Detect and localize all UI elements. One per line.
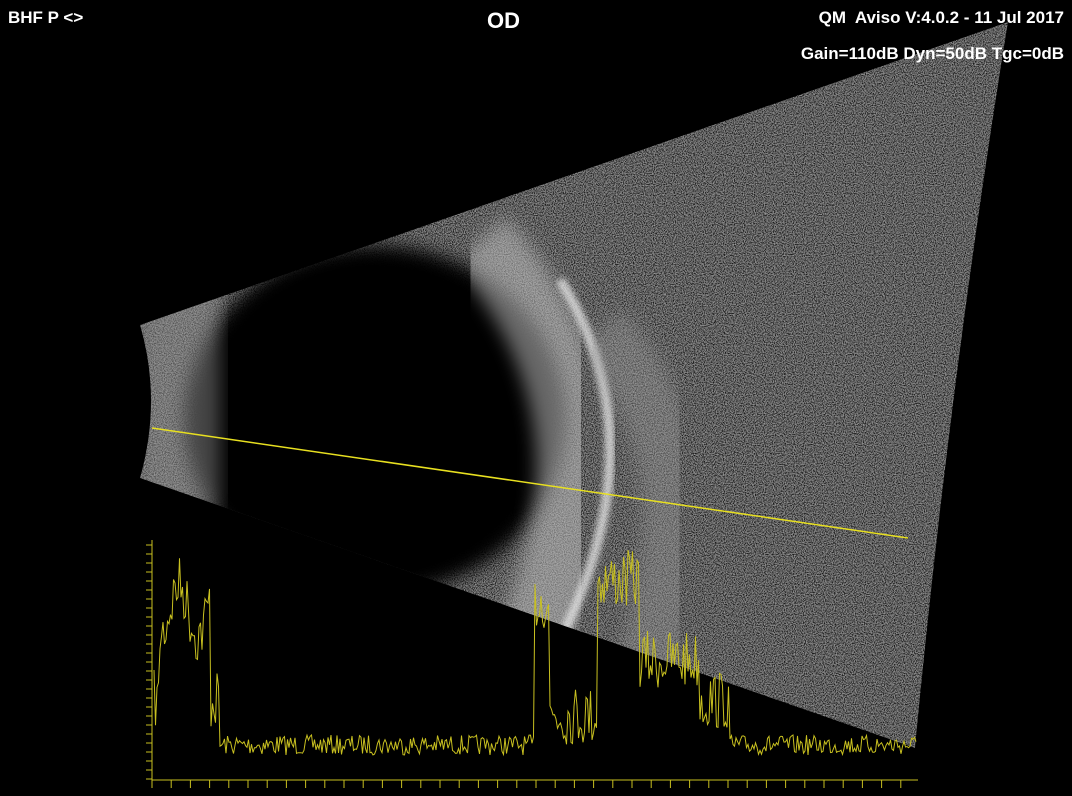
b-scan-fan (140, 22, 1008, 748)
device-info: QM Aviso V:4.0.2 - 11 Jul 2017 (819, 8, 1064, 28)
ultrasound-screen: BHF P <> OD QM Aviso V:4.0.2 - 11 Jul 20… (0, 0, 1072, 796)
eye-label: OD (487, 8, 520, 34)
scan-view (0, 0, 1072, 796)
settings-info: Gain=110dB Dyn=50dB Tgc=0dB (801, 44, 1064, 64)
probe-label: BHF P <> (8, 8, 83, 28)
